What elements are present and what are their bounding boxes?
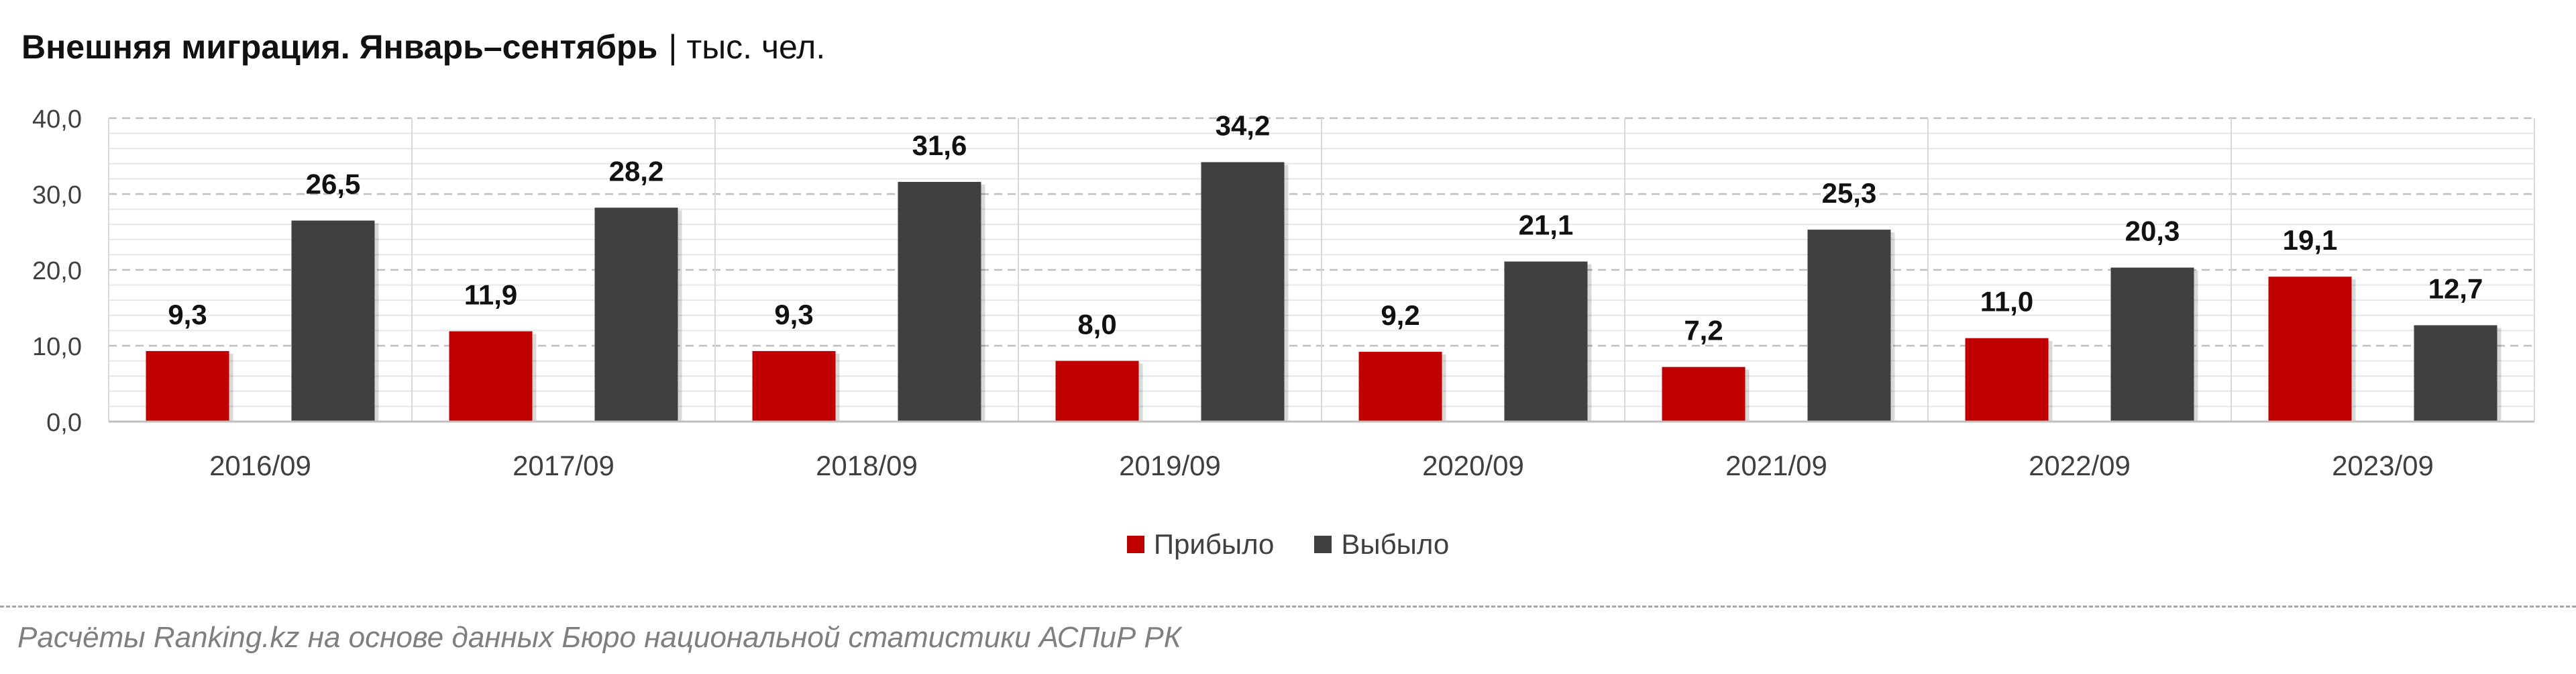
- chart-legend: Прибыло Выбыло: [0, 521, 2576, 568]
- data-label: 12,7: [2428, 273, 2483, 304]
- data-label: 26,5: [306, 168, 361, 200]
- bars: [146, 162, 2502, 422]
- data-label: 9,2: [1381, 299, 1419, 331]
- x-tick-label: 2019/09: [1119, 450, 1221, 481]
- data-label: 19,1: [2283, 224, 2338, 256]
- bar-arrived: [2268, 277, 2352, 422]
- bar-arrived: [752, 350, 836, 422]
- data-label: 20,3: [2125, 215, 2180, 247]
- data-labels: 9,3 11,9 9,3 8,0 9,2 7,2 11,0 19,1 26,5 28,2 31,6 3…: [168, 110, 2483, 346]
- legend-item-departed[interactable]: Выбыло: [1314, 528, 1449, 561]
- bar-arrived: [1055, 360, 1139, 422]
- data-label: 9,3: [168, 299, 207, 330]
- bar-departed: [2414, 325, 2498, 422]
- data-label: 34,2: [1216, 110, 1271, 142]
- data-label: 25,3: [1822, 177, 1877, 209]
- x-tick-label: 2016/09: [209, 450, 311, 481]
- y-tick-label: 40,0: [32, 105, 82, 134]
- axes: 0,0 10,0 20,0 30,0 40,0 2016/09 2017/09 2018/09…: [32, 105, 2534, 481]
- x-tick-label: 2018/09: [816, 450, 918, 481]
- data-label: 28,2: [609, 155, 664, 187]
- data-label: 8,0: [1077, 309, 1116, 340]
- legend-swatch-arrived: [1126, 536, 1144, 553]
- source-divider: [0, 606, 2576, 608]
- y-tick-label: 0,0: [46, 409, 82, 437]
- chart-title: Внешняя миграция. Январь–сентябрь: [21, 28, 658, 66]
- data-label: 11,0: [1980, 286, 2033, 318]
- x-tick-label: 2023/09: [2332, 450, 2434, 481]
- y-tick-label: 30,0: [32, 181, 82, 209]
- bar-chart: 0,0 10,0 20,0 30,0 40,0 2016/09 2017/09 2018/09…: [32, 105, 2535, 481]
- bar-departed: [1201, 162, 1285, 422]
- bar-departed: [1504, 261, 1588, 422]
- bar-arrived: [146, 350, 229, 422]
- legend-label-departed: Выбыло: [1341, 528, 1450, 560]
- x-tick-label: 2021/09: [1725, 450, 1827, 481]
- data-label: 11,9: [464, 279, 517, 311]
- bar-arrived: [449, 331, 533, 422]
- bar-departed: [898, 181, 981, 422]
- x-tick-label: 2020/09: [1422, 450, 1524, 481]
- x-tick-label: 2017/09: [513, 450, 614, 481]
- source-note: Расчёты Ranking.kz на основе данных Бюро…: [17, 621, 1181, 654]
- title-separator: |: [668, 28, 678, 66]
- chart-title-row: Внешняя миграция. Январь–сентябрь | тыс.…: [21, 20, 825, 74]
- data-label: 21,1: [1519, 209, 1574, 241]
- bar-departed: [2110, 267, 2194, 422]
- y-tick-label: 20,0: [32, 257, 82, 285]
- y-tick-label: 10,0: [32, 333, 82, 361]
- data-label: 9,3: [774, 299, 813, 330]
- legend-swatch-departed: [1314, 536, 1332, 553]
- bar-arrived: [1965, 338, 2049, 422]
- x-tick-label: 2022/09: [2029, 450, 2131, 481]
- data-label: 31,6: [912, 130, 967, 161]
- bar-departed: [594, 207, 678, 422]
- legend-item-arrived[interactable]: Прибыло: [1126, 528, 1275, 561]
- bar-departed: [291, 220, 375, 422]
- chart-unit: тыс. чел.: [686, 28, 826, 66]
- bar-departed: [1807, 230, 1891, 422]
- bar-arrived: [1662, 367, 1746, 422]
- bar-arrived: [1358, 352, 1442, 422]
- data-label: 7,2: [1684, 315, 1723, 346]
- legend-label-arrived: Прибыло: [1153, 528, 1275, 560]
